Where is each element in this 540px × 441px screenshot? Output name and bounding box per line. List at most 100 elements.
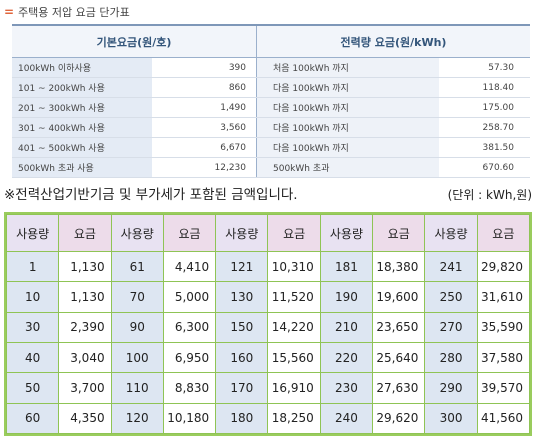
header-basic-fee: 기본요금(원/호) [12,24,257,58]
fee-cell: 16,910 [267,372,321,404]
usage-cell: 290 [424,372,478,404]
rate-table: 기본요금(원/호) 전력량 요금(원/kWh) 100kWh 이하사용 390 처음… [12,24,530,178]
usage-cell: 230 [319,372,374,404]
energy-step: 다음 100kWh 까지 [256,97,439,118]
usage-range: 500kWh 초과 사용 [12,157,152,178]
section-title-text: 주택용 저압 요금 단가표 [18,6,130,19]
usage-header: 사용량 [5,214,60,252]
usage-cell: 60 [5,402,60,435]
usage-cell: 300 [424,402,478,435]
fee-cell: 10,180 [162,402,217,435]
usage-cell: 70 [110,281,164,313]
usage-fee-table: 사용량 요금 사용량 요금 사용량 요금 사용량 요금 사용량 요금 1 1,130 61 4,410 1… [5,214,531,435]
usage-cell: 250 [424,281,478,313]
energy-rate: 118.40 [439,77,530,98]
fee-cell: 18,250 [267,402,321,435]
unit-label: (단위 : kWh,원) [447,188,532,202]
usage-header: 사용량 [110,214,164,252]
usage-cell: 61 [110,250,164,283]
fee-cell: 31,610 [476,281,531,313]
energy-rate: 175.00 [439,97,530,118]
fee-cell: 6,950 [162,341,217,374]
basic-fee: 390 [152,57,257,78]
usage-cell: 30 [5,311,60,343]
basic-fee: 6,670 [152,137,257,158]
usage-table-frame: 사용량 요금 사용량 요금 사용량 요금 사용량 요금 사용량 요금 1 1,130 61 4,410 1… [4,212,532,436]
energy-step: 다음 100kWh 까지 [256,77,439,98]
usage-cell: 1 [5,250,60,283]
fee-cell: 29,820 [476,250,531,283]
rate-row: 101 ~ 200kWh 사용 860 다음 100kWh 까지 118.40 [12,77,530,98]
fee-cell: 6,300 [162,311,217,343]
usage-cell: 50 [5,372,60,404]
basic-fee: 12,230 [152,157,257,178]
header-energy-fee: 전력량 요금(원/kWh) [256,24,530,58]
rate-table-body: 100kWh 이하사용 390 처음 100kWh 까지 57.30 101 ~ 200… [12,57,530,178]
note-text: ※전력산업기반기금 및 부가세가 포함된 금액입니다. [4,187,298,203]
fee-cell: 3,040 [58,341,112,374]
fee-cell: 35,590 [476,311,531,343]
section-title: = 주택용 저압 요금 단가표 [4,4,130,20]
basic-fee: 3,560 [152,117,257,138]
usage-table-body: 1 1,130 61 4,410 121 10,310 181 18,380 241 29,820… [5,250,531,435]
usage-cell: 280 [424,341,478,374]
usage-row: 50 3,700 110 8,830 170 16,910 230 27,630 290 39,5… [5,372,531,404]
fee-cell: 1,130 [58,250,112,283]
fee-cell: 18,380 [372,250,426,283]
energy-rate: 381.50 [439,137,530,158]
energy-step: 다음 100kWh 까지 [256,117,439,138]
fee-cell: 4,410 [162,250,217,283]
usage-cell: 190 [319,281,374,313]
fee-header: 요금 [372,214,426,252]
energy-rate: 258.70 [439,117,530,138]
energy-step: 500kWh 초과 [256,157,439,178]
rate-row: 201 ~ 300kWh 사용 1,490 다음 100kWh 까지 175.00 [12,97,530,118]
energy-step: 다음 100kWh 까지 [256,137,439,158]
usage-row: 60 4,350 120 10,180 180 18,250 240 29,620 300 41,… [5,402,531,435]
fee-header: 요금 [162,214,217,252]
usage-cell: 10 [5,281,60,313]
usage-cell: 110 [110,372,164,404]
usage-cell: 240 [319,402,374,435]
usage-range: 100kWh 이하사용 [12,57,152,78]
fee-cell: 19,600 [372,281,426,313]
usage-cell: 160 [215,341,269,374]
usage-cell: 130 [215,281,269,313]
usage-cell: 220 [319,341,374,374]
fee-cell: 27,630 [372,372,426,404]
usage-header: 사용량 [319,214,374,252]
fee-cell: 1,130 [58,281,112,313]
title-bullet-icon: = [4,4,15,19]
usage-range: 401 ~ 500kWh 사용 [12,137,152,158]
usage-range: 201 ~ 300kWh 사용 [12,97,152,118]
usage-cell: 180 [215,402,269,435]
usage-cell: 40 [5,341,60,374]
basic-fee: 860 [152,77,257,98]
energy-step: 처음 100kWh 까지 [256,57,439,78]
note-line: ※전력산업기반기금 및 부가세가 포함된 금액입니다. (단위 : kWh,원) [4,183,534,203]
rate-row: 301 ~ 400kWh 사용 3,560 다음 100kWh 까지 258.70 [12,117,530,138]
rate-row: 500kWh 초과 사용 12,230 500kWh 초과 670.60 [12,157,530,178]
basic-fee: 1,490 [152,97,257,118]
usage-row: 10 1,130 70 5,000 130 11,520 190 19,600 250 31,61… [5,281,531,313]
fee-cell: 25,640 [372,341,426,374]
usage-header-row: 사용량 요금 사용량 요금 사용량 요금 사용량 요금 사용량 요금 [5,214,531,252]
usage-range: 301 ~ 400kWh 사용 [12,117,152,138]
fee-cell: 29,620 [372,402,426,435]
usage-row: 40 3,040 100 6,950 160 15,560 220 25,640 280 37,5… [5,341,531,374]
usage-cell: 100 [110,341,164,374]
usage-cell: 241 [424,250,478,283]
fee-cell: 5,000 [162,281,217,313]
fee-cell: 39,570 [476,372,531,404]
fee-cell: 11,520 [267,281,321,313]
energy-rate: 57.30 [439,57,530,78]
fee-cell: 37,580 [476,341,531,374]
rate-row: 401 ~ 500kWh 사용 6,670 다음 100kWh 까지 381.50 [12,137,530,158]
usage-cell: 120 [110,402,164,435]
fee-cell: 41,560 [476,402,531,435]
fee-cell: 2,390 [58,311,112,343]
usage-range: 101 ~ 200kWh 사용 [12,77,152,98]
fee-header: 요금 [58,214,112,252]
fee-cell: 3,700 [58,372,112,404]
usage-row: 1 1,130 61 4,410 121 10,310 181 18,380 241 29,820 [5,250,531,283]
